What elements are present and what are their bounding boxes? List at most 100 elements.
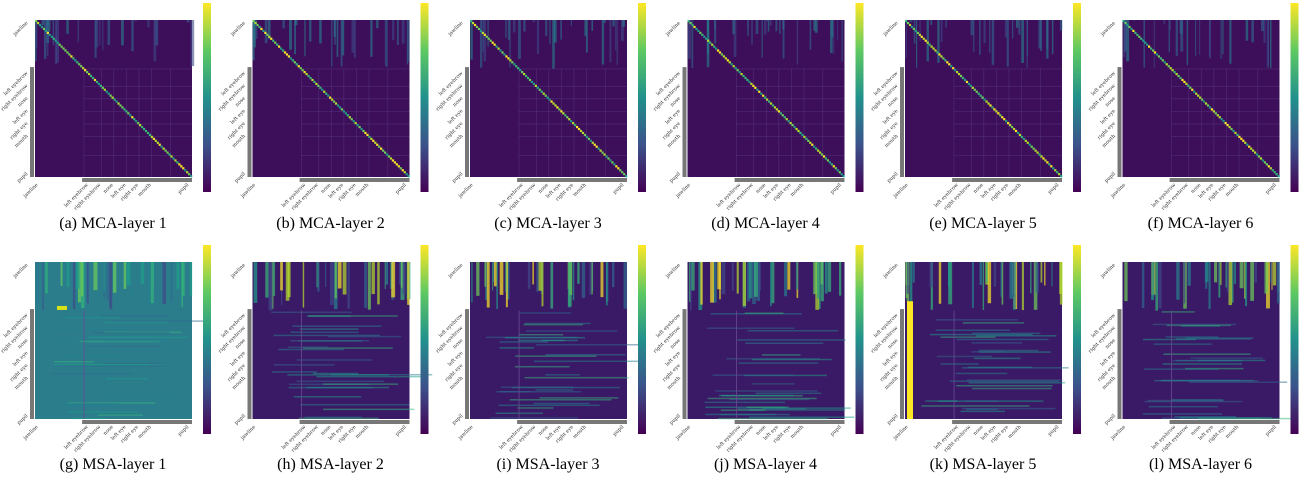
- heatmap-diagonal: [805, 138, 807, 140]
- heatmap-band: [100, 394, 181, 396]
- colorbar: [421, 245, 429, 434]
- heatmap-block: [954, 111, 1062, 112]
- heatmap-streak: [494, 262, 497, 286]
- heatmap-diagonal: [1248, 146, 1250, 148]
- heatmap-streak: [1220, 262, 1221, 285]
- y-axis-label: pupil: [669, 171, 683, 185]
- heatmap-diagonal: [697, 30, 699, 32]
- heatmap: [905, 20, 1062, 177]
- heatmap-diagonal: [560, 110, 562, 112]
- heatmap-diagonal: [394, 161, 396, 163]
- heatmap-diagonal: [1230, 128, 1232, 130]
- heatmap-diagonal: [733, 65, 735, 67]
- heatmap-streak: [269, 262, 273, 311]
- heatmap-band: [542, 340, 578, 342]
- heatmap-streak: [487, 262, 490, 308]
- heatmap-diagonal: [1150, 47, 1152, 49]
- heatmap-diagonal: [1168, 65, 1170, 67]
- heatmap-diagonal: [913, 28, 915, 30]
- heatmap-streak: [813, 262, 817, 294]
- y-axis-label: pupil: [886, 171, 900, 185]
- heatmap-diagonal: [1011, 126, 1013, 128]
- heatmap-diagonal: [760, 93, 762, 95]
- heatmap-diagonal: [1207, 104, 1209, 106]
- heatmap-diagonal: [278, 46, 280, 48]
- heatmap-streak: [528, 262, 531, 289]
- heatmap-streak: [343, 262, 347, 295]
- heatmap-streak: [392, 20, 394, 40]
- heatmap-diagonal: [1054, 169, 1056, 171]
- heatmap-streak: [973, 20, 974, 52]
- heatmap-block: [823, 69, 824, 177]
- heatmap-streak: [1270, 262, 1272, 283]
- heatmap-streak: [1035, 262, 1038, 293]
- heatmap-diagonal: [321, 89, 323, 91]
- x-axis-label: pupil: [612, 424, 626, 438]
- axis-strip: [465, 67, 469, 177]
- heatmap-streak: [533, 20, 536, 22]
- heatmap-diagonal: [809, 142, 811, 144]
- heatmap-diagonal: [976, 91, 978, 93]
- heatmap-diagonal: [1007, 122, 1009, 124]
- heatmap-diagonal: [940, 55, 942, 57]
- heatmap-diagonal: [564, 114, 566, 116]
- heatmap-diagonal: [778, 110, 780, 112]
- heatmap-block: [301, 69, 302, 177]
- heatmap-diagonal: [155, 140, 157, 142]
- heatmap-band: [63, 355, 122, 357]
- heatmap-diagonal: [968, 83, 970, 85]
- heatmap-diagonal: [266, 34, 268, 36]
- heatmap-band: [969, 382, 1065, 384]
- heatmap-diagonal: [400, 167, 402, 169]
- heatmap-streak: [364, 262, 367, 308]
- heatmap-diagonal: [292, 59, 294, 61]
- heatmap-streak: [573, 262, 575, 300]
- caption: (h) MSA-layer 2: [277, 456, 384, 473]
- heatmap-streak: [1205, 262, 1207, 283]
- heatmap-streak: [513, 20, 516, 32]
- heatmap-band: [73, 418, 106, 420]
- heatmap-diagonal: [985, 100, 987, 102]
- heatmap-block: [984, 69, 985, 177]
- heatmap-diagonal: [45, 30, 47, 32]
- heatmap-diagonal: [1136, 34, 1138, 36]
- heatmap-diagonal: [288, 55, 290, 57]
- heatmap-streak: [1124, 20, 1126, 51]
- heatmap-streak: [1229, 20, 1231, 64]
- heatmap-diagonal: [82, 67, 84, 69]
- heatmap-band: [1144, 368, 1218, 370]
- heatmap-diagonal: [272, 40, 274, 42]
- colorbar: [856, 3, 864, 192]
- heatmap-diagonal: [88, 73, 90, 75]
- heatmap-band: [510, 399, 612, 401]
- heatmap-streak: [571, 20, 572, 26]
- heatmap-diagonal: [817, 150, 819, 152]
- heatmap-streak: [624, 262, 627, 309]
- heatmap-streak: [617, 20, 618, 65]
- heatmap-streak: [287, 262, 290, 297]
- heatmap-diagonal: [166, 151, 168, 153]
- heatmap-diagonal: [543, 93, 545, 95]
- heatmap-diagonal: [1175, 73, 1177, 75]
- heatmap-streak: [1038, 20, 1041, 48]
- heatmap-band: [51, 316, 106, 318]
- heatmap-diagonal: [952, 67, 954, 69]
- heatmap-streak: [476, 262, 479, 296]
- heatmap-streak: [1240, 262, 1244, 288]
- heatmap-block: [1239, 69, 1240, 177]
- heatmap-streak: [1228, 262, 1231, 305]
- heatmap-diagonal: [182, 167, 184, 169]
- heatmap-band: [304, 417, 362, 419]
- heatmap-diagonal: [776, 108, 778, 110]
- heatmap-streak: [603, 20, 606, 23]
- heatmap-band: [762, 354, 801, 356]
- heatmap-band: [294, 396, 361, 398]
- heatmap-band: [88, 337, 189, 339]
- heatmap-block: [331, 69, 332, 177]
- heatmap-diagonal: [339, 106, 341, 108]
- heatmap-diagonal: [609, 159, 611, 161]
- heatmap-streak: [354, 20, 356, 58]
- heatmap-diagonal: [80, 65, 82, 67]
- heatmap-streak: [622, 20, 625, 27]
- x-axis-label: mouth: [354, 424, 370, 440]
